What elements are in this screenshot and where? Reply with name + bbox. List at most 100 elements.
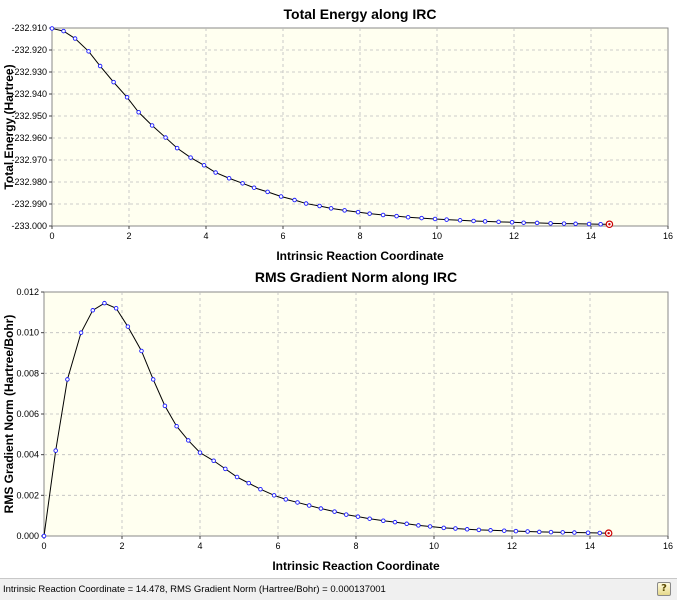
data-point[interactable]: [432, 216, 438, 222]
data-point[interactable]: [342, 208, 347, 213]
data-point[interactable]: [174, 145, 180, 151]
data-point[interactable]: [344, 512, 349, 517]
data-point[interactable]: [41, 533, 47, 539]
data-point[interactable]: [367, 516, 372, 521]
data-point[interactable]: [223, 466, 228, 472]
data-point[interactable]: [317, 203, 322, 209]
data-point[interactable]: [381, 518, 386, 524]
data-point[interactable]: [328, 206, 334, 211]
data-point[interactable]: [162, 403, 168, 409]
data-point[interactable]: [355, 209, 361, 215]
data-point[interactable]: [441, 525, 447, 531]
data-point[interactable]: [586, 221, 592, 227]
data-point[interactable]: [537, 529, 542, 535]
data-point[interactable]: [240, 181, 245, 186]
data-point[interactable]: [318, 506, 324, 511]
data-point[interactable]: [246, 480, 251, 486]
data-point[interactable]: [213, 170, 218, 175]
x-tick-label: 10: [429, 541, 439, 551]
data-point[interactable]: [560, 530, 565, 535]
data-point[interactable]: [548, 221, 553, 226]
data-point[interactable]: [501, 528, 507, 533]
data-point[interactable]: [72, 36, 78, 41]
data-point[interactable]: [278, 194, 284, 199]
data-point[interactable]: [572, 530, 577, 535]
data-point[interactable]: [188, 155, 193, 160]
data-point[interactable]: [258, 486, 263, 492]
data-point[interactable]: [186, 438, 191, 443]
data-point[interactable]: [124, 95, 130, 100]
data-point[interactable]: [65, 377, 70, 382]
data-point[interactable]: [355, 514, 361, 519]
data-point[interactable]: [380, 212, 386, 218]
data-point[interactable]: [271, 493, 277, 498]
data-point[interactable]: [561, 221, 567, 226]
data-point[interactable]: [163, 135, 168, 140]
data-point[interactable]: [90, 308, 95, 313]
x-tick-label: 6: [275, 541, 280, 551]
data-point[interactable]: [113, 306, 119, 311]
data-point[interactable]: [392, 519, 398, 525]
x-tick-label: 0: [49, 231, 54, 241]
data-point[interactable]: [496, 219, 501, 225]
data-point[interactable]: [482, 219, 488, 224]
data-point[interactable]: [136, 110, 141, 115]
data-point[interactable]: [471, 218, 476, 224]
data-point[interactable]: [139, 348, 144, 354]
data-point[interactable]: [125, 324, 131, 329]
data-point[interactable]: [295, 500, 300, 505]
y-tick-label: 0.006: [16, 409, 39, 419]
data-point[interactable]: [488, 528, 493, 533]
data-point[interactable]: [427, 524, 433, 529]
data-point[interactable]: [598, 221, 603, 227]
data-point[interactable]: [226, 176, 232, 181]
data-point[interactable]: [444, 217, 449, 222]
data-point[interactable]: [405, 214, 411, 220]
data-point[interactable]: [211, 458, 216, 464]
data-point[interactable]: [509, 220, 515, 225]
data-point[interactable]: [332, 509, 337, 514]
data-point[interactable]: [86, 49, 91, 54]
data-point[interactable]: [416, 523, 421, 528]
data-point[interactable]: [283, 497, 289, 502]
data-point[interactable]: [513, 528, 519, 534]
x-tick-label: 2: [119, 541, 124, 551]
data-point[interactable]: [367, 211, 372, 216]
data-point[interactable]: [201, 163, 207, 168]
data-point[interactable]: [453, 526, 458, 531]
data-point[interactable]: [234, 474, 240, 480]
data-point[interactable]: [149, 123, 155, 128]
data-point[interactable]: [597, 530, 603, 536]
data-point[interactable]: [457, 218, 463, 223]
data-point[interactable]: [78, 330, 84, 335]
data-point[interactable]: [49, 26, 55, 31]
data-point[interactable]: [464, 527, 470, 532]
data-point[interactable]: [548, 529, 554, 535]
data-point[interactable]: [521, 220, 526, 225]
x-tick-label: 14: [586, 231, 596, 241]
data-point[interactable]: [53, 448, 58, 453]
data-point[interactable]: [573, 221, 578, 227]
data-point[interactable]: [306, 503, 312, 508]
help-button[interactable]: ?: [657, 582, 671, 596]
data-point[interactable]: [265, 189, 270, 195]
data-point[interactable]: [150, 377, 156, 382]
chart-1: 0 2 4 6 8 10 12 14 16 -232.910 -232.920 -232.930 -23…: [2, 6, 673, 263]
data-point[interactable]: [251, 185, 257, 190]
data-point[interactable]: [394, 213, 399, 219]
x-axis-label: Intrinsic Reaction Coordinate: [272, 559, 440, 573]
data-point[interactable]: [197, 450, 203, 455]
data-point[interactable]: [303, 201, 309, 206]
data-point[interactable]: [476, 527, 482, 533]
data-point[interactable]: [292, 197, 297, 203]
data-point[interactable]: [525, 529, 530, 534]
data-point[interactable]: [419, 215, 424, 221]
data-point[interactable]: [404, 521, 409, 527]
data-point[interactable]: [174, 423, 179, 429]
data-point[interactable]: [111, 79, 116, 85]
data-point[interactable]: [534, 220, 540, 226]
data-point[interactable]: [97, 63, 103, 69]
data-point[interactable]: [585, 530, 591, 535]
data-point[interactable]: [61, 28, 66, 34]
data-point[interactable]: [102, 300, 107, 306]
